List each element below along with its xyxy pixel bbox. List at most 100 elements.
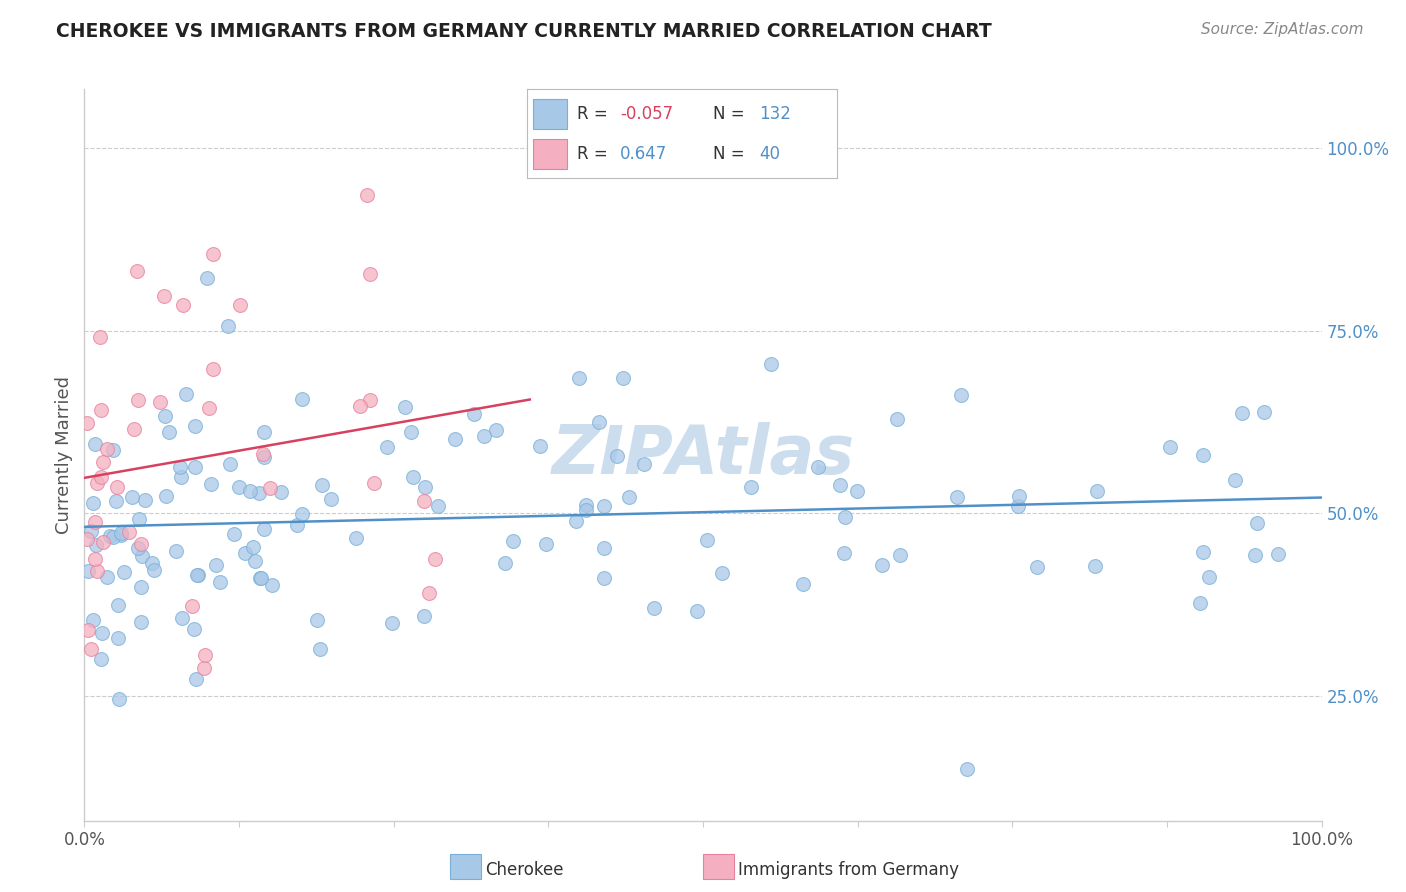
Point <box>80 524 103 538</box>
Point <box>349 400 371 414</box>
Point <box>413 480 436 494</box>
Point <box>157 425 180 439</box>
Point <box>529 439 551 453</box>
Point <box>239 483 262 498</box>
Point <box>606 450 628 464</box>
Point <box>612 371 634 385</box>
Point <box>84 437 107 451</box>
Point <box>91 455 114 469</box>
Point <box>1198 570 1220 584</box>
Point <box>90 470 112 484</box>
Point <box>575 498 598 512</box>
Point <box>593 500 616 514</box>
Point <box>107 692 129 706</box>
Point <box>463 407 485 421</box>
Point <box>86 538 108 552</box>
Point <box>247 486 270 500</box>
Point <box>155 489 177 503</box>
Point <box>1192 448 1215 462</box>
Point <box>84 515 107 529</box>
Text: R =: R = <box>576 145 607 163</box>
Y-axis label: Currently Married: Currently Married <box>55 376 73 534</box>
Point <box>127 393 149 408</box>
Text: ZIPAtlas: ZIPAtlas <box>551 422 855 488</box>
Point <box>172 298 194 312</box>
Point <box>686 604 709 618</box>
Text: N =: N = <box>713 145 744 163</box>
Point <box>228 480 250 494</box>
Point <box>98 529 121 543</box>
Point <box>617 490 640 504</box>
Point <box>170 470 193 484</box>
Point <box>309 641 332 656</box>
Point <box>233 546 256 560</box>
Point <box>86 476 108 491</box>
Point <box>485 423 508 437</box>
Point <box>80 642 103 657</box>
Text: Source: ZipAtlas.com: Source: ZipAtlas.com <box>1201 22 1364 37</box>
Point <box>305 613 328 627</box>
Point <box>89 329 111 343</box>
Point <box>187 567 209 582</box>
Point <box>76 416 98 430</box>
Point <box>134 493 156 508</box>
Point <box>291 392 314 406</box>
Point <box>170 611 193 625</box>
FancyBboxPatch shape <box>533 99 568 129</box>
Point <box>127 541 149 556</box>
Point <box>502 534 524 549</box>
Point <box>1225 474 1247 488</box>
Point <box>956 763 979 777</box>
Point <box>125 263 148 277</box>
Text: -0.057: -0.057 <box>620 105 673 123</box>
Point <box>291 507 314 521</box>
Point <box>149 394 172 409</box>
Point <box>184 418 207 433</box>
Point <box>381 616 404 631</box>
Point <box>105 480 128 494</box>
Point <box>224 527 246 541</box>
Text: N =: N = <box>713 105 744 123</box>
Point <box>886 412 908 426</box>
Point <box>253 450 276 464</box>
Point <box>193 661 215 675</box>
Point <box>423 552 446 566</box>
Point <box>633 457 655 471</box>
Point <box>128 512 150 526</box>
Point <box>740 480 762 494</box>
Point <box>76 623 98 637</box>
Point <box>91 625 114 640</box>
Point <box>184 673 207 687</box>
Point <box>259 481 281 495</box>
Point <box>82 613 104 627</box>
Point <box>249 571 271 585</box>
Point <box>363 476 385 491</box>
Point <box>229 298 252 312</box>
Point <box>575 503 598 517</box>
Point <box>129 536 152 550</box>
Point <box>245 554 267 568</box>
Point <box>711 566 734 580</box>
Text: 40: 40 <box>759 145 780 163</box>
Point <box>249 571 271 585</box>
Point <box>219 458 242 472</box>
Point <box>198 401 221 415</box>
Point <box>1159 440 1181 454</box>
Point <box>889 549 911 563</box>
Point <box>105 494 128 508</box>
Point <box>90 652 112 666</box>
Point <box>807 460 830 475</box>
Point <box>472 429 495 443</box>
Point <box>165 543 187 558</box>
Point <box>96 442 118 456</box>
Point <box>262 578 284 592</box>
Point <box>195 271 218 285</box>
FancyBboxPatch shape <box>533 139 568 169</box>
Point <box>1008 489 1031 503</box>
Point <box>1244 548 1267 562</box>
Point <box>319 491 342 506</box>
Point <box>201 362 224 376</box>
Point <box>142 564 165 578</box>
Point <box>588 415 610 429</box>
Point <box>112 566 135 580</box>
